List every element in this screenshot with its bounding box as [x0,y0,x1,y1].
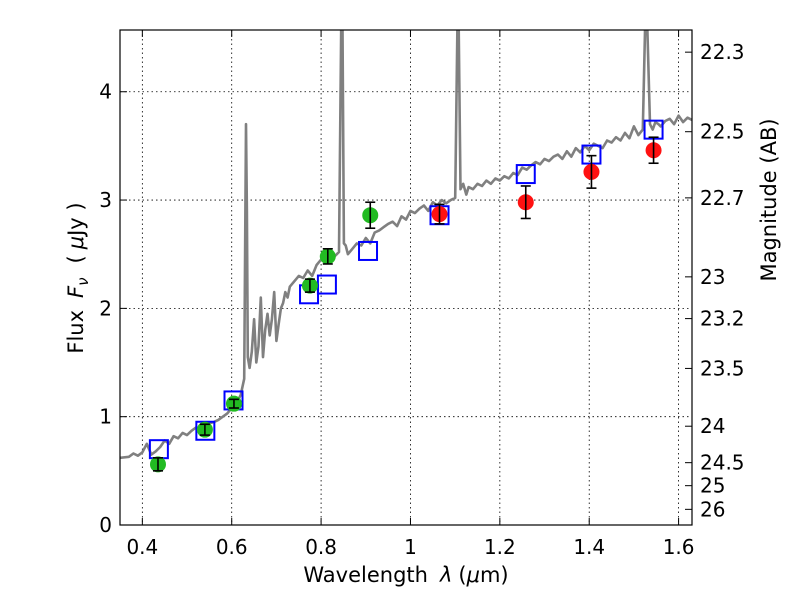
y2-tick-label: 23.5 [700,356,745,380]
y-tick-label: 1 [99,405,112,429]
y2-tick-label: 24.5 [700,451,745,475]
y2-tick-label: 22.7 [700,186,745,210]
x-tick-label: 1.2 [484,535,516,559]
y-tick-label: 3 [99,188,112,212]
y2-tick-label: 24 [700,414,725,438]
x-tick-label: 0.8 [305,535,337,559]
x-tick-label: 0.6 [216,535,248,559]
y-tick-label: 0 [99,513,112,537]
y2-tick-label: 23 [700,265,725,289]
y2-tick-label: 22.5 [700,120,745,144]
y2-tick-label: 25 [700,474,725,498]
x-tick-label: 1.4 [573,535,605,559]
x-axis-ticks: 0.4 0.6 0.8 1 1.2 1.4 1.6 [126,30,695,559]
y2-tick-label: 22.3 [700,40,745,64]
y-axis-label: FluxFν(μJy ) [64,202,92,353]
y-tick-label: 2 [99,296,112,320]
model-photometry-square [515,164,536,185]
x-tick-label: 1 [404,535,417,559]
y2-tick-label: 23.2 [700,307,745,331]
y-axis-ticks: 0 1 2 3 4 [99,80,127,537]
x-axis-label: Wavelength λ (μm) [303,563,508,587]
y2-tick-label: 26 [700,497,725,521]
model-photometry-square [358,240,379,261]
model-photometry-square [316,274,337,295]
x-tick-label: 1.6 [663,535,695,559]
x-tick-label: 0.4 [126,535,158,559]
marker-layer [148,119,664,473]
y-tick-label: 4 [99,80,112,104]
plot-frame [119,29,693,526]
y2-axis-label: Magnitude (AB) [757,118,781,281]
